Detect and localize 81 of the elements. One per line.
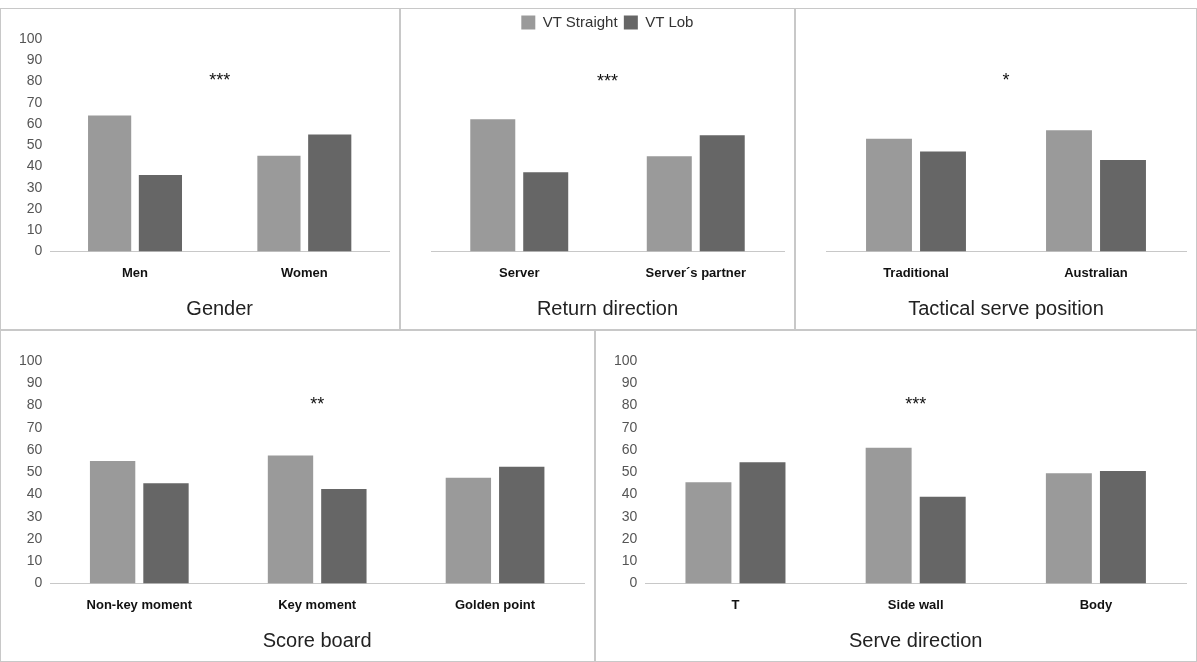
bar [470, 119, 516, 252]
legend-label: VT Straight [542, 12, 619, 30]
x-tick-label: Golden point [454, 596, 536, 612]
x-tick-label: Side wall [887, 596, 944, 612]
bar [646, 156, 692, 252]
x-tick-label: T [731, 596, 740, 612]
y-tick-label: 90 [621, 374, 638, 391]
y-tick-label: 30 [26, 178, 43, 195]
bar [88, 115, 132, 252]
bar [257, 155, 301, 252]
x-tick-label: Key moment [278, 596, 357, 612]
bar [699, 135, 745, 252]
y-tick-label: 40 [26, 485, 43, 502]
y-tick-label: 60 [26, 114, 43, 131]
bar [499, 466, 545, 584]
y-tick-label: 70 [621, 418, 638, 435]
y-tick-label: 0 [34, 574, 43, 591]
y-tick-label: 50 [26, 136, 43, 153]
x-tick-label: Server´s partner [645, 264, 746, 280]
x-axis-title: Score board [262, 628, 372, 651]
bar [865, 447, 912, 584]
annotation: *** [905, 394, 927, 415]
y-tick-label: 80 [621, 396, 638, 413]
y-tick-label: 80 [26, 396, 43, 413]
y-tick-label: 60 [26, 440, 43, 457]
bar [685, 482, 732, 584]
annotation: *** [209, 70, 231, 91]
legend-label: VT Lob [645, 12, 694, 30]
y-tick-label: 20 [26, 529, 43, 546]
x-axis-title: Tactical serve position [908, 296, 1104, 319]
y-tick-label: 50 [621, 463, 638, 480]
x-axis-title: Serve direction [848, 628, 983, 651]
x-tick-label: Australian [1064, 264, 1128, 280]
y-tick-label: 20 [621, 529, 638, 546]
bar [1045, 473, 1092, 584]
y-tick-label: 100 [19, 29, 43, 46]
bar [920, 151, 966, 252]
y-tick-label: 80 [26, 72, 43, 89]
y-tick-label: 100 [614, 351, 638, 368]
x-tick-label: Non-key moment [86, 596, 193, 612]
y-tick-label: 70 [26, 418, 43, 435]
bar [739, 462, 786, 584]
y-tick-label: 70 [26, 93, 43, 110]
y-tick-label: 50 [26, 463, 43, 480]
y-tick-label: 60 [621, 440, 638, 457]
bar [523, 172, 569, 252]
y-tick-label: 20 [26, 199, 43, 216]
x-axis-title: Return direction [536, 296, 679, 319]
bar [267, 455, 314, 584]
bar [919, 496, 966, 584]
y-tick-label: 0 [34, 242, 43, 259]
bar [1099, 471, 1146, 584]
bar [138, 174, 183, 252]
bar [445, 477, 492, 584]
y-tick-label: 90 [26, 51, 43, 68]
bar [866, 138, 912, 252]
x-tick-label: Traditional [883, 264, 949, 280]
y-tick-label: 0 [629, 574, 638, 591]
y-tick-label: 90 [26, 374, 43, 391]
annotation: * [1002, 70, 1010, 91]
y-tick-label: 30 [621, 507, 638, 524]
y-tick-label: 40 [621, 485, 638, 502]
y-tick-label: 30 [26, 507, 43, 524]
bar [143, 483, 189, 584]
x-tick-label: Body [1079, 596, 1113, 612]
bar [1100, 160, 1146, 252]
x-tick-label: Men [122, 264, 149, 280]
y-tick-label: 10 [26, 221, 43, 238]
y-tick-label: 10 [621, 552, 638, 569]
bar [1046, 130, 1092, 252]
x-tick-label: Women [280, 264, 328, 280]
bar [321, 488, 367, 584]
y-tick-label: 10 [26, 552, 43, 569]
annotation: *** [596, 71, 619, 92]
y-tick-label: 100 [19, 351, 43, 368]
x-axis-title: Gender [186, 296, 254, 319]
annotation: ** [310, 394, 325, 415]
y-tick-label: 40 [26, 157, 43, 174]
x-tick-label: Server [499, 264, 540, 280]
bar [89, 461, 136, 584]
bar [308, 134, 352, 252]
